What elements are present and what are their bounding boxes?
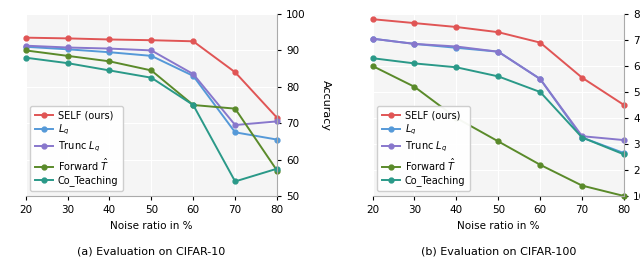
Text: (a) Evaluation on CIFAR-10: (a) Evaluation on CIFAR-10: [77, 247, 225, 257]
SELF (ours): [273, 116, 281, 120]
Co_Teaching: [147, 76, 155, 80]
Trunc $L_q$: [620, 138, 628, 142]
$L_q$: [189, 74, 197, 78]
Forward $\hat{T}$: [22, 49, 29, 52]
Line: Trunc $L_q$: Trunc $L_q$: [370, 36, 627, 143]
Co_Teaching: [231, 180, 239, 183]
SELF (ours): [536, 41, 544, 44]
Co_Teaching: [63, 61, 71, 65]
SELF (ours): [106, 38, 113, 41]
Trunc $L_q$: [411, 42, 419, 46]
Forward $\hat{T}$: [620, 194, 628, 198]
$L_q$: [495, 50, 502, 53]
SELF (ours): [579, 76, 586, 80]
Line: $L_q$: $L_q$: [370, 36, 627, 155]
Forward $\hat{T}$: [411, 85, 419, 88]
Co_Teaching: [620, 153, 628, 156]
Trunc $L_q$: [536, 77, 544, 81]
Trunc $L_q$: [369, 37, 376, 40]
SELF (ours): [452, 25, 460, 29]
Co_Teaching: [273, 167, 281, 170]
SELF (ours): [63, 37, 71, 40]
Co_Teaching: [579, 136, 586, 139]
Trunc $L_q$: [495, 50, 502, 53]
Trunc $L_q$: [579, 134, 586, 138]
Trunc $L_q$: [189, 73, 197, 76]
Forward $\hat{T}$: [106, 60, 113, 63]
$L_q$: [369, 37, 376, 40]
SELF (ours): [411, 21, 419, 25]
Forward $\hat{T}$: [63, 54, 71, 58]
$L_q$: [579, 136, 586, 139]
Forward $\hat{T}$: [231, 107, 239, 110]
Trunc $L_q$: [63, 46, 71, 49]
SELF (ours): [369, 18, 376, 21]
Forward $\hat{T}$: [495, 140, 502, 143]
Line: SELF (ours): SELF (ours): [370, 17, 627, 108]
Trunc $L_q$: [452, 45, 460, 48]
$L_q$: [273, 138, 281, 141]
Co_Teaching: [106, 69, 113, 72]
Line: Forward $\hat{T}$: Forward $\hat{T}$: [370, 64, 627, 199]
Forward $\hat{T}$: [369, 64, 376, 68]
$L_q$: [411, 42, 419, 46]
$L_q$: [22, 45, 29, 48]
Line: $L_q$: $L_q$: [23, 44, 280, 142]
SELF (ours): [189, 40, 197, 43]
Legend: SELF (ours), $L_q$, Trunc $L_q$, Forward $\hat{T}$, Co_Teaching: SELF (ours), $L_q$, Trunc $L_q$, Forward…: [31, 106, 123, 191]
$L_q$: [536, 77, 544, 81]
Line: Co_Teaching: Co_Teaching: [23, 55, 280, 184]
Forward $\hat{T}$: [579, 184, 586, 187]
Co_Teaching: [495, 75, 502, 78]
SELF (ours): [147, 39, 155, 42]
Trunc $L_q$: [231, 123, 239, 127]
Line: Co_Teaching: Co_Teaching: [370, 56, 627, 157]
Line: Trunc $L_q$: Trunc $L_q$: [23, 43, 280, 127]
X-axis label: Noise ratio in %: Noise ratio in %: [457, 221, 540, 231]
$L_q$: [620, 151, 628, 155]
Line: Forward $\hat{T}$: Forward $\hat{T}$: [23, 48, 280, 173]
Co_Teaching: [452, 66, 460, 69]
Text: (b) Evaluation on CIFAR-100: (b) Evaluation on CIFAR-100: [420, 247, 576, 257]
Co_Teaching: [369, 57, 376, 60]
Forward $\hat{T}$: [147, 69, 155, 72]
Co_Teaching: [411, 62, 419, 65]
Legend: SELF (ours), $L_q$, Trunc $L_q$, Forward $\hat{T}$, Co_Teaching: SELF (ours), $L_q$, Trunc $L_q$, Forward…: [378, 106, 470, 191]
$L_q$: [63, 48, 71, 51]
X-axis label: Noise ratio in %: Noise ratio in %: [110, 221, 193, 231]
$L_q$: [106, 50, 113, 54]
$L_q$: [147, 54, 155, 58]
Forward $\hat{T}$: [189, 103, 197, 107]
SELF (ours): [620, 103, 628, 107]
Co_Teaching: [536, 90, 544, 94]
Forward $\hat{T}$: [536, 163, 544, 167]
SELF (ours): [495, 31, 502, 34]
Trunc $L_q$: [106, 47, 113, 50]
Y-axis label: Accuracy: Accuracy: [321, 80, 331, 130]
Trunc $L_q$: [22, 44, 29, 47]
$L_q$: [452, 46, 460, 50]
Forward $\hat{T}$: [273, 169, 281, 172]
Trunc $L_q$: [273, 120, 281, 123]
Co_Teaching: [189, 103, 197, 107]
SELF (ours): [231, 71, 239, 74]
Forward $\hat{T}$: [452, 116, 460, 120]
Line: SELF (ours): SELF (ours): [23, 35, 280, 120]
$L_q$: [231, 130, 239, 134]
SELF (ours): [22, 36, 29, 39]
Trunc $L_q$: [147, 49, 155, 52]
Co_Teaching: [22, 56, 29, 59]
